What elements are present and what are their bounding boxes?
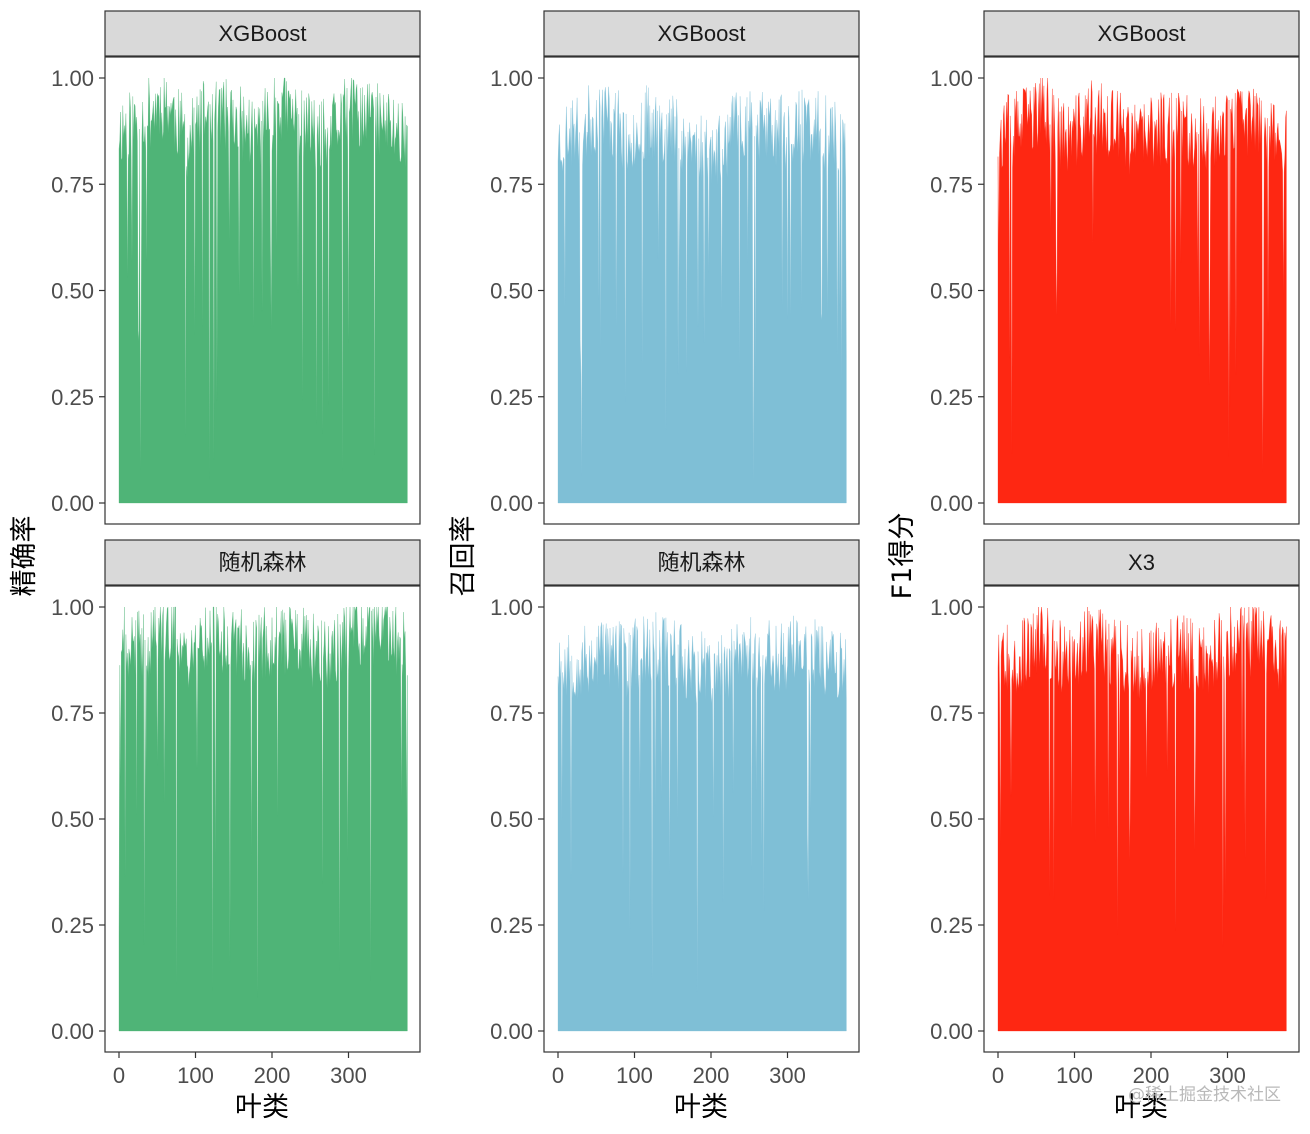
y-tick-label: 0.75 [930, 172, 973, 197]
facet-strip [543, 539, 860, 586]
y-axis-title-recall: 召回率 [448, 516, 479, 597]
facet-strip [104, 10, 421, 57]
y-tick-label: 1.00 [51, 66, 94, 91]
y-tick-label: 0.50 [490, 807, 533, 832]
facet-strip [983, 10, 1300, 57]
y-tick-label: 0.00 [51, 1019, 94, 1044]
x-tick-label: 100 [616, 1063, 653, 1088]
y-tick-label: 0.50 [51, 807, 94, 832]
area-series [557, 85, 847, 504]
y-tick-label: 0.00 [490, 491, 533, 516]
facet-strip-label: X3 [1128, 550, 1155, 575]
y-tick-label: 1.00 [490, 66, 533, 91]
panel-2-1: 随机森林 0.00 0.25 0.50 0.75 1.00 0 100 200 300 [51, 539, 421, 1088]
panel-2-2: 随机森林 0.00 0.25 0.50 0.75 1.00 0 100 200 300 [490, 539, 860, 1088]
x-tick-label: 200 [1133, 1063, 1170, 1088]
y-tick-label: 1.00 [490, 595, 533, 620]
y-tick-label: 0.50 [490, 279, 533, 304]
x-tick-label: 300 [1209, 1063, 1246, 1088]
y-tick-label: 0.00 [490, 1019, 533, 1044]
x-axis-title-col1: 叶类 [235, 1092, 289, 1123]
y-tick-label: 1.00 [51, 595, 94, 620]
facet-strip-label: XGBoost [1097, 21, 1185, 46]
y-tick-label: 0.50 [930, 807, 973, 832]
x-tick-label: 300 [769, 1063, 806, 1088]
y-tick-label: 0.75 [51, 701, 94, 726]
y-tick-label: 0.25 [930, 385, 973, 410]
y-tick-label: 0.25 [490, 913, 533, 938]
x-tick-label: 200 [254, 1063, 291, 1088]
x-tick-label: 100 [1056, 1063, 1093, 1088]
area-series [997, 606, 1287, 1032]
x-tick-label: 100 [177, 1063, 214, 1088]
x-tick-label: 200 [693, 1063, 730, 1088]
panel-1-1: XGBoost 0.00 0.25 0.50 0.75 1.00 [51, 10, 421, 525]
facet-strip [104, 539, 421, 586]
x-tick-label: 0 [552, 1063, 564, 1088]
facet-strip-label: XGBoost [218, 21, 306, 46]
x-tick-label: 300 [330, 1063, 367, 1088]
facet-strip [543, 10, 860, 57]
x-axis-title-col3: 叶类 [1114, 1092, 1168, 1123]
y-tick-label: 0.00 [930, 1019, 973, 1044]
y-tick-label: 0.00 [930, 491, 973, 516]
area-series [118, 77, 408, 504]
y-tick-label: 0.25 [490, 385, 533, 410]
facet-strip-label: 随机森林 [657, 550, 745, 575]
facet-strip [983, 539, 1300, 586]
panels: XGBoost 0.00 0.25 0.50 0.75 1.00 XGBoost 0.00 0.… [51, 10, 1300, 1088]
y-tick-label: 1.00 [930, 66, 973, 91]
facet-strip-label: 随机森林 [218, 550, 306, 575]
panel-1-3: XGBoost 0.00 0.25 0.50 0.75 1.00 [930, 10, 1300, 525]
y-axis-title-f1: F1得分 [887, 513, 918, 600]
y-tick-label: 0.25 [51, 913, 94, 938]
y-tick-label: 0.75 [930, 701, 973, 726]
panel-1-2: XGBoost 0.00 0.25 0.50 0.75 1.00 [490, 10, 860, 525]
y-tick-label: 0.50 [930, 279, 973, 304]
x-axis-title-col2: 叶类 [674, 1092, 728, 1123]
y-tick-label: 1.00 [930, 595, 973, 620]
y-tick-label: 0.75 [490, 701, 533, 726]
y-tick-label: 0.00 [51, 491, 94, 516]
watermark: @稀土掘金技术社区 [1128, 1085, 1281, 1105]
x-tick-label: 0 [992, 1063, 1004, 1088]
area-series [997, 77, 1287, 504]
y-tick-label: 0.25 [51, 385, 94, 410]
axis-titles: 精确率 召回率 F1得分 叶类 叶类 叶类 [9, 513, 1168, 1123]
y-tick-label: 0.75 [51, 172, 94, 197]
x-tick-label: 0 [113, 1063, 125, 1088]
panel-2-3: X3 0.00 0.25 0.50 0.75 1.00 0 100 200 300 [930, 539, 1300, 1088]
facet-strip-label: XGBoost [657, 21, 745, 46]
area-series [557, 612, 847, 1032]
area-series [118, 606, 408, 1032]
y-tick-label: 0.75 [490, 172, 533, 197]
y-tick-label: 0.25 [930, 913, 973, 938]
y-tick-label: 0.50 [51, 279, 94, 304]
y-axis-title-precision: 精确率 [9, 516, 40, 597]
